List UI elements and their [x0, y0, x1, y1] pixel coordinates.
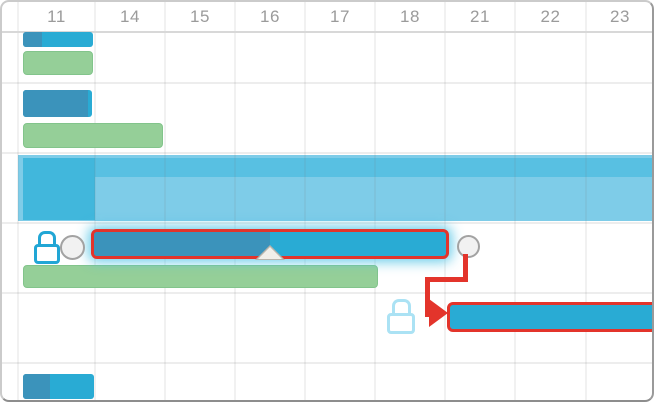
dependency-line-segment [425, 276, 430, 317]
baseline-bar [23, 265, 378, 288]
task-bar[interactable] [23, 32, 93, 47]
link-handle-right[interactable] [456, 234, 480, 258]
grid-column-line [94, 2, 96, 400]
lock-icon-active[interactable] [34, 231, 60, 264]
lock-body [387, 313, 415, 334]
dependency-line-segment [462, 254, 468, 281]
grid-column-line [374, 2, 376, 400]
timeline-header-cell: 15 [190, 6, 210, 26]
link-handle-left[interactable] [60, 234, 85, 260]
dependency-arrow [429, 299, 448, 327]
timeline-header-cell: 16 [260, 6, 280, 26]
grid-column-line [514, 2, 516, 400]
timeline-header-cell: 22 [540, 6, 561, 26]
task-progress [23, 32, 42, 47]
baseline-bar [23, 123, 163, 148]
timeline-header-cell: 11 [47, 6, 66, 26]
grid-column-line [585, 2, 587, 400]
summary-task-progress [23, 158, 95, 220]
timeline-header-cell: 14 [120, 6, 140, 26]
task-bar[interactable] [23, 374, 94, 399]
lock-body [34, 244, 60, 264]
lock-shackle [391, 299, 411, 314]
timeline-header-cell: 21 [470, 6, 490, 26]
grid-row-line [2, 362, 652, 364]
timeline-header-cell: 23 [610, 6, 630, 26]
grid-column-line [164, 2, 166, 400]
dependency-line-segment [425, 276, 468, 282]
timeline-header-cell: 18 [400, 6, 420, 26]
task-progress [94, 232, 270, 256]
grid-column-line [234, 2, 236, 400]
timeline-header-cell: 17 [330, 6, 350, 26]
grid-row-line [2, 82, 652, 84]
task-bar[interactable] [23, 90, 92, 117]
task-progress [23, 90, 88, 117]
grid-row-line [2, 152, 652, 154]
grid-row-line [2, 292, 652, 294]
grid-row-line [2, 222, 652, 224]
baseline-bar [23, 51, 93, 75]
task-progress [23, 374, 50, 399]
grid-column-line [444, 2, 446, 400]
linked-task-bar[interactable] [447, 302, 652, 332]
summary-task-bar[interactable] [23, 158, 652, 177]
grid-column-line [17, 2, 19, 400]
lock-icon-pale [387, 299, 415, 334]
selected-task-bar[interactable] [91, 229, 449, 259]
grid-column-line [304, 2, 306, 400]
timeline-header-border [2, 31, 652, 33]
lock-shackle [38, 231, 56, 245]
